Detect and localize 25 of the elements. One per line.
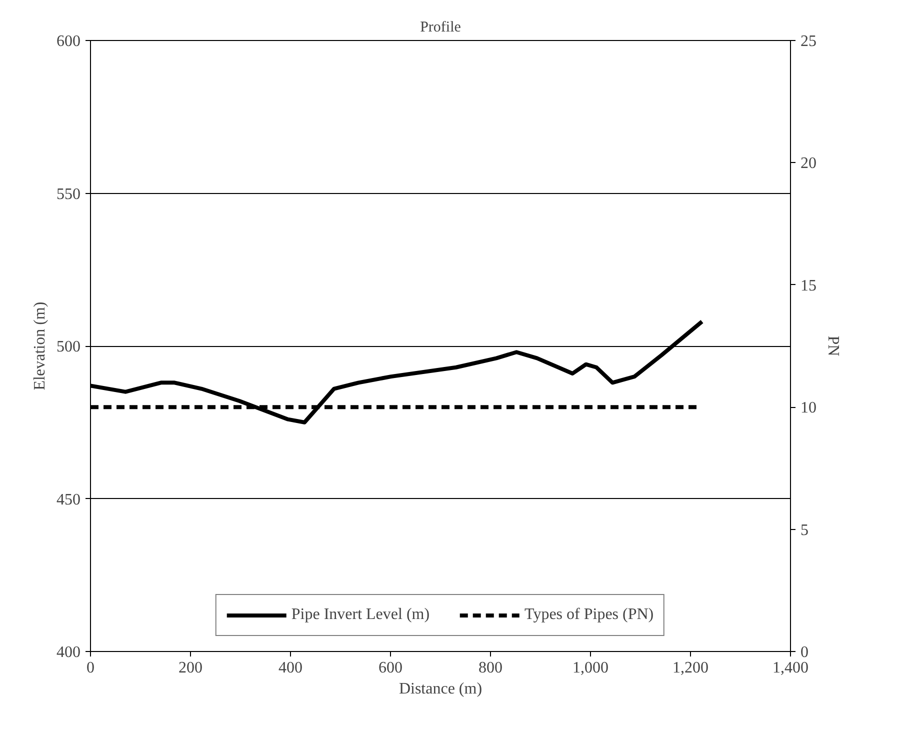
y2-tick-label: 15 — [800, 277, 816, 294]
y2-tick-label: 20 — [800, 155, 816, 172]
x-tick-label: 0 — [86, 660, 94, 676]
y-axis-title: Elevation (m) — [32, 302, 48, 390]
y-tick-label: 500 — [56, 338, 80, 356]
y2-tick-label: 25 — [800, 33, 816, 50]
x-tick-label: 200 — [178, 660, 202, 676]
x-tick-label: 600 — [378, 660, 402, 676]
y-tick-label: 450 — [56, 491, 80, 508]
x-tick-label: 800 — [478, 660, 502, 676]
y2-tick-label: 0 — [800, 644, 808, 661]
legend-label: Pipe Invert Level (m) — [291, 606, 430, 624]
y2-tick-label: 5 — [800, 522, 808, 539]
x-axis-title: Distance (m) — [398, 680, 482, 698]
y-tick-label: 400 — [56, 644, 80, 661]
y-tick-label: 550 — [56, 186, 80, 203]
legend-label: Types of Pipes (PN) — [524, 606, 654, 624]
chart-title: Profile — [420, 20, 462, 36]
y2-axis-title: PN — [824, 336, 842, 357]
y-tick-label: 600 — [56, 33, 80, 50]
x-tick-label: 1,000 — [572, 660, 608, 676]
y2-tick-label: 10 — [800, 400, 816, 417]
x-tick-label: 1,400 — [772, 660, 808, 676]
x-tick-label: 1,200 — [672, 660, 708, 676]
x-tick-label: 400 — [278, 660, 302, 676]
